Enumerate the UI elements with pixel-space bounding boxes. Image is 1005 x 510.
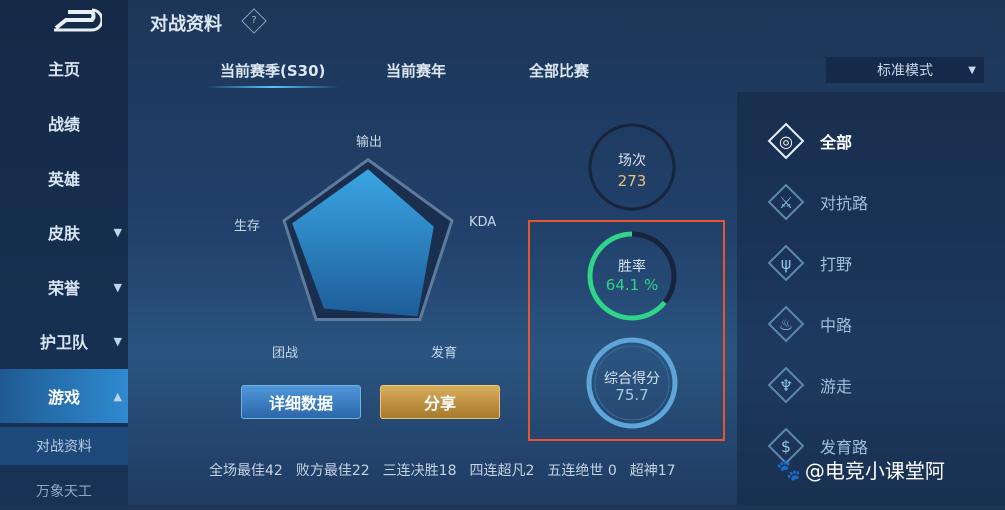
tab-all-matches[interactable]: 全部比赛	[529, 62, 590, 80]
chevron-down-icon: ▼	[113, 280, 122, 294]
role-label: 发育路	[820, 438, 869, 457]
role-label: 游走	[820, 377, 853, 396]
label: 战绩	[47, 115, 80, 134]
label: 游戏	[47, 388, 80, 407]
stat-penta-kill: 五连绝世 0	[547, 463, 617, 479]
highlight-box	[528, 220, 725, 441]
chevron-down-icon: ▼	[113, 334, 122, 348]
stats-row: 全场最佳42 败方最佳22 三连决胜18 四连超凡2 五连绝世 0 超神17	[209, 460, 676, 480]
mode-select[interactable]: 标准模式 ▼	[826, 57, 984, 83]
paw-icon: 🐾	[776, 457, 801, 482]
all-role-icon: ◎	[767, 122, 805, 160]
watermark: 🐾 @电竞小课堂阿	[776, 455, 945, 484]
score-progress	[586, 337, 678, 429]
role-panel	[737, 92, 1005, 505]
radar-label-kda: KDA	[469, 215, 497, 230]
chevron-down-icon: ▼	[113, 225, 122, 239]
mode-value: 标准模式	[877, 63, 933, 79]
winrate-ring: 胜率 64.1 %	[585, 229, 679, 323]
sidebar-item-game[interactable]: 游戏 ▲	[0, 369, 128, 423]
winrate-arc	[587, 231, 677, 321]
role-filter-item[interactable]: ψ 打野	[766, 243, 852, 283]
ring-track	[588, 123, 676, 211]
svg-text:⚔: ⚔	[779, 193, 793, 212]
role-label: 中路	[820, 316, 853, 335]
sidebar-subitem-battle-data[interactable]: 对战资料	[0, 427, 128, 465]
claw-icon: ψ	[767, 244, 805, 282]
role-filter-item[interactable]: $ 发育路	[766, 426, 868, 466]
score-label: 综合得分	[604, 371, 660, 387]
svg-text:$: $	[781, 437, 791, 456]
stat-loser-mvp: 败方最佳22	[295, 463, 370, 479]
swords-icon: ⚔	[767, 183, 805, 221]
winrate-progress	[587, 231, 677, 321]
stat-legendary: 超神17	[629, 463, 676, 479]
label: 万象天工	[36, 484, 92, 500]
role-label: 全部	[820, 133, 853, 152]
sidebar: 主页 战绩 英雄 皮肤 ▼ 荣誉 ▼ 护卫队 ▼ 游戏 ▲ 对战资料 万象天工	[0, 0, 128, 505]
chevron-up-icon: ▲	[113, 389, 122, 403]
radar-label-output: 输出	[356, 135, 383, 150]
role-filter-item[interactable]: ◎ 全部	[766, 121, 852, 161]
detail-data-button[interactable]: 详细数据	[241, 385, 361, 419]
winrate-value: 64.1 %	[605, 276, 659, 294]
sidebar-item-honor[interactable]: 荣誉 ▼	[0, 260, 128, 314]
matches-value: 273	[617, 172, 647, 190]
label: 护卫队	[39, 333, 88, 352]
radar-label-survival: 生存	[234, 219, 261, 234]
score-value: 75.7	[615, 386, 649, 404]
watermark-text: @电竞小课堂阿	[804, 459, 945, 483]
stat-quadra-kill: 四连超凡2	[469, 463, 535, 479]
role-filter-item[interactable]: ♨ 中路	[766, 304, 852, 344]
tab-current-season[interactable]: 当前赛季(S30)	[205, 62, 340, 88]
role-filter-item[interactable]: ⚔ 对抗路	[766, 182, 868, 222]
mask-icon: ♆	[767, 366, 805, 404]
page-title: 对战资料	[150, 14, 222, 35]
sidebar-item-home[interactable]: 主页	[0, 41, 128, 95]
sidebar-subitem-wanxiang[interactable]: 万象天工	[0, 472, 128, 510]
role-filter-item[interactable]: ♆ 游走	[766, 365, 852, 405]
help-glyph: ?	[251, 15, 257, 26]
winrate-label: 胜率	[618, 259, 646, 275]
stat-triple-kill: 三连决胜18	[382, 463, 457, 479]
label: 主页	[47, 60, 80, 79]
coin-icon: $	[767, 427, 805, 465]
svg-text:♨: ♨	[779, 315, 793, 334]
svg-text:ψ: ψ	[781, 254, 792, 273]
label: 皮肤	[47, 224, 80, 243]
role-label: 对抗路	[820, 194, 869, 213]
matches-label: 场次	[618, 153, 646, 169]
score-ring: 综合得分 75.7	[585, 336, 679, 430]
label: 对战资料	[36, 439, 92, 455]
radar-value-area	[292, 169, 434, 317]
role-label: 打野	[820, 255, 853, 274]
flame-icon: ♨	[767, 305, 805, 343]
radar-chart	[282, 157, 454, 321]
label: 英雄	[47, 170, 80, 189]
back-icon[interactable]	[52, 8, 102, 32]
sidebar-item-heroes[interactable]: 英雄	[0, 151, 128, 205]
stat-mvp: 全场最佳42	[209, 463, 283, 479]
radar-label-growth: 发育	[431, 346, 458, 361]
chevron-down-icon: ▼	[968, 64, 976, 76]
tab-current-year[interactable]: 当前赛年	[386, 62, 447, 80]
sidebar-item-skins[interactable]: 皮肤 ▼	[0, 205, 128, 259]
svg-text:♆: ♆	[779, 376, 793, 395]
svg-text:◎: ◎	[779, 132, 793, 151]
share-button[interactable]: 分享	[380, 385, 500, 419]
label: 荣誉	[47, 279, 80, 298]
sidebar-item-guard[interactable]: 护卫队 ▼	[0, 314, 128, 368]
radar-label-teamfight: 团战	[272, 346, 299, 361]
matches-ring: 场次 273	[587, 122, 677, 212]
sidebar-item-record[interactable]: 战绩	[0, 96, 128, 150]
